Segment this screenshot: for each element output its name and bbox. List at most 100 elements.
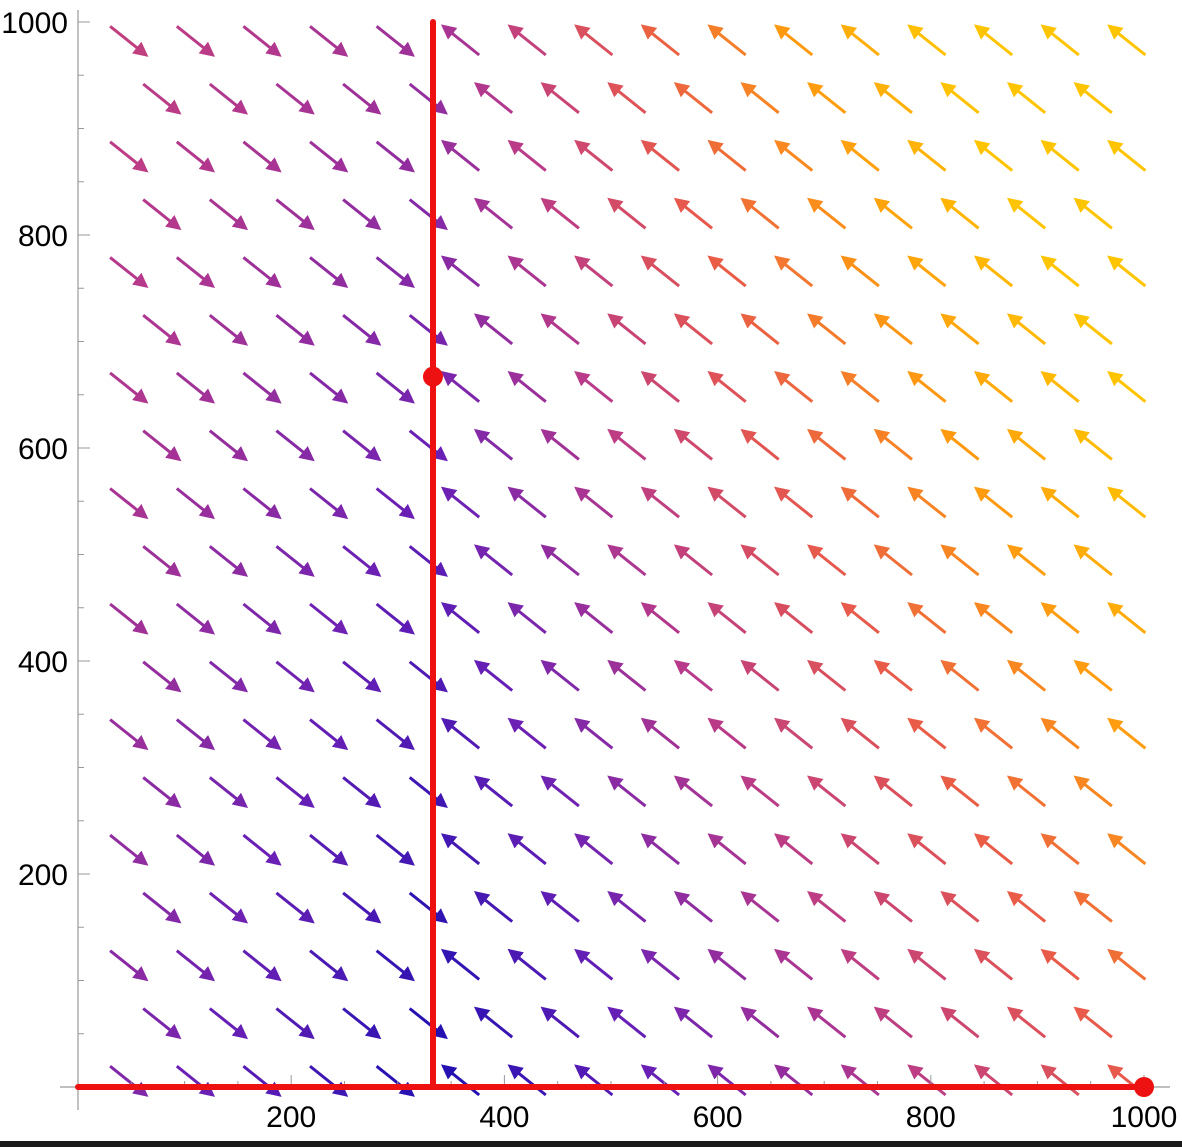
vector-arrow <box>940 428 980 461</box>
equilibrium-points <box>422 366 1154 1097</box>
vector-arrow <box>507 255 547 288</box>
vector-arrow <box>973 255 1014 288</box>
vector-arrow <box>242 1065 282 1097</box>
vector-arrow <box>640 24 681 57</box>
vector-arrow <box>907 255 947 288</box>
vector-arrow <box>574 948 614 981</box>
vector-arrow <box>242 487 282 520</box>
vector-arrow <box>907 24 947 57</box>
vector-arrow <box>1073 544 1113 577</box>
vector-arrow <box>673 659 714 692</box>
vector-arrow <box>940 82 980 114</box>
vector-arrow <box>507 486 547 519</box>
vector-arrow <box>807 891 847 923</box>
vector-arrow <box>242 718 282 751</box>
vector-arrow <box>309 718 349 751</box>
vector-arrow <box>507 833 547 866</box>
vector-arrow <box>1073 891 1113 923</box>
vector-arrow <box>707 371 747 403</box>
vector-arrow <box>408 198 448 231</box>
vector-arrow <box>707 486 747 519</box>
vector-arrow <box>109 833 149 866</box>
vector-arrow <box>1107 486 1147 519</box>
vector-arrow <box>640 139 681 172</box>
vector-arrow <box>774 602 814 634</box>
vector-arrow <box>208 314 249 346</box>
vector-arrow <box>707 717 747 750</box>
vector-arrow <box>873 313 913 346</box>
vector-arrow <box>1040 486 1080 519</box>
vector-arrow <box>375 256 415 288</box>
vector-arrow <box>940 197 980 230</box>
vector-arrow <box>408 429 448 462</box>
vector-arrow <box>540 891 580 923</box>
vector-arrow <box>640 717 681 750</box>
vector-arrow <box>973 24 1014 57</box>
vector-arrow <box>275 314 315 346</box>
vector-arrow <box>1040 833 1080 866</box>
vector-arrow <box>275 776 315 808</box>
vector-arrow <box>607 1006 647 1039</box>
vector-arrow <box>607 891 647 923</box>
vector-arrow <box>142 776 182 808</box>
vector-arrow <box>840 1064 880 1097</box>
vector-arrow <box>574 1064 614 1097</box>
vector-arrow <box>408 314 448 346</box>
vector-arrow <box>408 545 448 577</box>
vector-arrow <box>175 949 216 982</box>
vector-arrow <box>873 1006 913 1039</box>
vector-arrow <box>142 429 182 462</box>
vector-arrow <box>774 833 814 866</box>
vector-arrow <box>574 833 614 866</box>
vector-arrow <box>574 486 614 519</box>
vector-arrow <box>408 776 448 808</box>
vector-arrow <box>473 659 514 692</box>
vector-arrow <box>1107 833 1147 866</box>
vector-arrow <box>774 717 814 750</box>
vector-arrow <box>774 139 814 172</box>
vector-arrow <box>607 775 647 808</box>
vector-arrow <box>1006 775 1047 808</box>
vector-arrow <box>1073 82 1113 114</box>
vector-arrow <box>774 1064 814 1097</box>
vector-arrow <box>507 24 547 57</box>
vector-arrow <box>309 487 349 520</box>
vector-arrow <box>607 197 647 230</box>
vector-arrow <box>640 833 681 866</box>
vector-arrow <box>342 1007 382 1040</box>
nullcline-curves <box>75 19 1147 1090</box>
vector-arrow <box>1073 313 1113 346</box>
vector-arrow <box>473 428 514 461</box>
vector-arrow <box>142 82 182 115</box>
vector-arrow <box>208 1007 249 1040</box>
vector-arrow <box>473 313 514 346</box>
vector-arrow <box>873 544 913 577</box>
vector-arrow <box>408 891 448 924</box>
vector-arrow <box>940 659 980 692</box>
vector-arrow <box>342 198 382 231</box>
vector-arrow <box>1107 255 1147 288</box>
vector-arrow <box>408 1007 448 1040</box>
vector-arrow <box>940 775 980 808</box>
vector-arrow <box>873 82 913 114</box>
vector-arrow <box>208 198 249 231</box>
vector-arrow <box>1073 775 1113 808</box>
vector-arrow <box>473 82 514 114</box>
vector-arrow <box>973 371 1014 403</box>
vector-arrow <box>109 140 149 173</box>
vector-arrow <box>1006 1006 1047 1039</box>
vector-arrow <box>109 487 149 520</box>
vector-arrow <box>640 1064 681 1097</box>
vector-arrow <box>774 486 814 519</box>
vector-arrow <box>109 1065 149 1097</box>
vector-arrow <box>540 775 580 808</box>
vector-arrow <box>1040 1064 1080 1097</box>
vector-arrow <box>309 371 349 404</box>
vector-arrow <box>1040 255 1080 288</box>
vector-arrow <box>175 371 216 404</box>
vector-arrow <box>440 602 481 634</box>
x-tick-label: 1000 <box>1111 1101 1178 1134</box>
vector-arrow <box>109 256 149 288</box>
vector-arrow <box>807 197 847 230</box>
vector-arrow <box>507 139 547 172</box>
